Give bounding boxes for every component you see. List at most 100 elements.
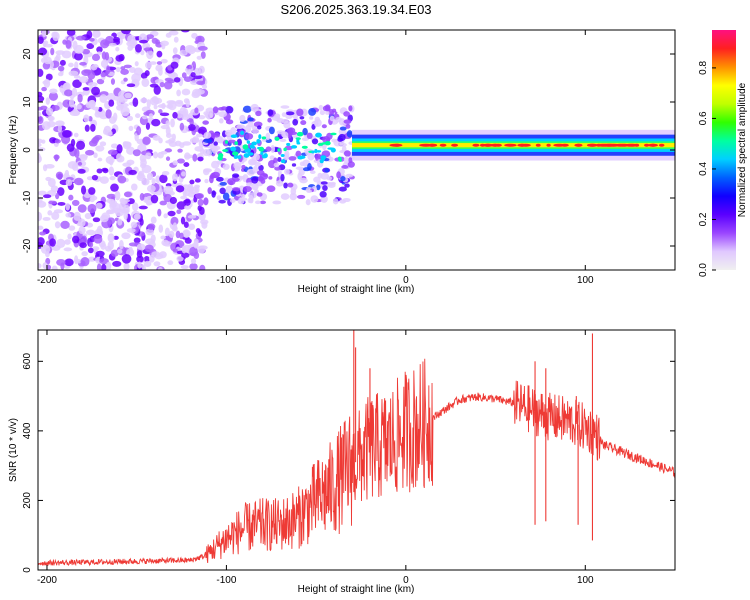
spectrogram-blob xyxy=(96,168,103,174)
spectrogram-blob xyxy=(330,181,336,186)
spectrogram-blob xyxy=(177,148,183,153)
spectrogram-blob xyxy=(116,104,124,111)
spectrogram-blob xyxy=(183,230,190,238)
spectrogram-blob xyxy=(296,194,306,199)
spectrogram-blob xyxy=(209,175,214,184)
spectrogram-blob xyxy=(66,143,75,152)
spectrogram-blob xyxy=(270,145,276,154)
spectrogram-blob xyxy=(190,72,196,78)
spectrogram-blob xyxy=(170,216,179,226)
spectrogram-blob xyxy=(258,146,265,152)
spectrogram-blob xyxy=(193,75,203,80)
spectrogram-blob xyxy=(179,232,184,240)
spectrogram-blob xyxy=(179,106,187,115)
spectrogram-blob xyxy=(172,248,178,253)
spectrogram-blob xyxy=(38,225,44,231)
spectrogram-blob xyxy=(183,162,190,168)
spectrogram-blob xyxy=(348,105,353,112)
spectrogram-peak xyxy=(535,143,541,147)
colorbar-tick-label: 0.4 xyxy=(698,162,709,176)
snr-chart: -200 -100 0 100 0 200 400 600 Height of straig… xyxy=(8,329,676,595)
spectrogram-blob xyxy=(192,153,198,162)
spectrogram-blob xyxy=(84,124,90,132)
spectrogram-blob xyxy=(173,77,181,83)
spectrogram-blob xyxy=(202,120,209,125)
spectrogram-blob xyxy=(274,113,281,119)
spectrogram-blob xyxy=(167,260,174,266)
spectrogram-blob xyxy=(153,261,161,267)
spectrogram-blob xyxy=(197,198,204,207)
spectrogram-blob xyxy=(330,132,337,136)
spectrogram-blob xyxy=(90,123,96,132)
spectrogram-blob xyxy=(51,211,60,220)
spectrogram-blob xyxy=(288,156,297,161)
spectrogram-blob xyxy=(99,214,109,223)
y-tick-label: 600 xyxy=(22,353,33,370)
spectrogram-peak xyxy=(586,143,599,147)
spectrogram-blob xyxy=(338,158,342,162)
y-tick-label: 200 xyxy=(22,492,33,509)
spectrogram-blob xyxy=(78,154,88,159)
spectrogram-blob xyxy=(117,175,127,184)
spectrogram-blob xyxy=(145,122,151,130)
spectrogram-blob xyxy=(196,55,203,60)
spectrogram-blob xyxy=(292,118,299,126)
spectrogram-blob xyxy=(95,145,105,152)
spectrogram-blob xyxy=(121,254,132,264)
colorbar-gradient xyxy=(712,30,736,270)
spectrogram-blob xyxy=(38,237,45,246)
spectrogram-blob xyxy=(239,114,246,123)
spectrogram-y-label: Frequency (Hz) xyxy=(8,116,19,185)
spectrogram-blob xyxy=(83,114,90,123)
spectrogram-blob xyxy=(96,46,103,53)
spectrogram-blob xyxy=(184,238,192,244)
spectrogram-blob xyxy=(38,47,48,56)
spectrogram-peak xyxy=(393,143,402,147)
spectrogram-blob xyxy=(51,265,58,270)
spectrogram-blob xyxy=(88,82,98,87)
spectrogram-blob xyxy=(256,138,261,144)
spectrogram-blob xyxy=(146,34,155,40)
spectrogram-blob xyxy=(105,261,112,270)
y-tick-label: 0 xyxy=(22,567,33,573)
spectrogram-blob xyxy=(186,45,196,55)
spectrogram-blob xyxy=(101,51,107,60)
spectrogram-blob xyxy=(54,139,61,144)
spectrogram-blob xyxy=(176,255,184,262)
spectrogram-blob xyxy=(91,246,100,251)
spectrogram-blob xyxy=(272,200,282,205)
spectrogram-blob xyxy=(95,250,105,257)
spectrogram-blob xyxy=(255,200,261,205)
spectrogram-blob xyxy=(145,152,152,160)
spectrogram-blob xyxy=(141,78,150,88)
spectrogram-blob xyxy=(133,237,141,244)
spectrogram-blob xyxy=(300,120,307,126)
spectrogram-blob xyxy=(240,130,245,136)
spectrogram-blob xyxy=(343,156,349,164)
spectrogram-blob xyxy=(153,104,158,110)
spectrogram-blob xyxy=(188,223,196,230)
spectrogram-blob xyxy=(256,192,263,197)
spectrogram-blob xyxy=(57,71,64,77)
spectrogram-blob xyxy=(65,212,72,218)
spectrogram-blob xyxy=(299,161,305,167)
spectrogram-blob xyxy=(128,169,137,175)
spectrogram-blob xyxy=(163,213,168,219)
spectrogram-blob xyxy=(64,169,70,177)
spectrogram-blob xyxy=(251,176,259,184)
spectrogram-blob xyxy=(222,163,230,170)
spectrogram-blob xyxy=(56,238,66,248)
spectrogram-blob xyxy=(197,46,208,51)
spectrogram-blob xyxy=(212,106,219,114)
spectrogram-blob xyxy=(277,148,281,152)
spectrogram-blob xyxy=(283,147,287,152)
spectrogram-blob xyxy=(187,214,197,219)
spectrogram-blob xyxy=(145,228,155,236)
spectrogram-blob xyxy=(222,149,229,152)
spectrogram-blob xyxy=(193,251,200,260)
spectrogram-blob xyxy=(256,170,265,176)
spectrogram-blob xyxy=(314,116,321,122)
spectrogram-blob xyxy=(195,193,204,200)
spectrogram-blob xyxy=(201,221,208,229)
spectrogram-blob xyxy=(121,30,131,35)
